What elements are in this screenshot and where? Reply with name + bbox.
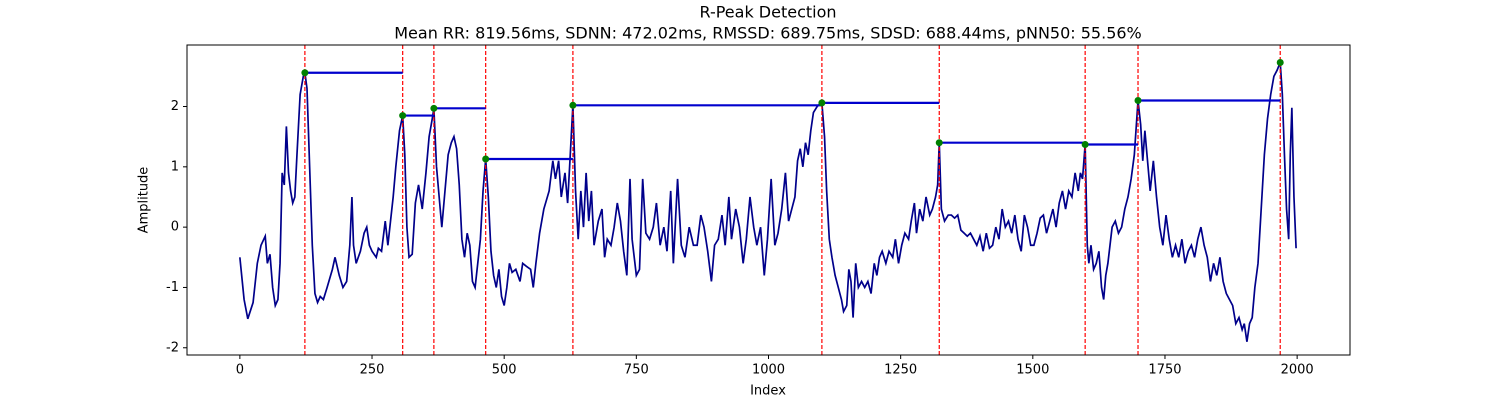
chart-title: R-Peak Detection: [699, 3, 836, 22]
x-tick-label: 1250: [884, 363, 917, 378]
plot-area: [239, 45, 1297, 355]
x-tick-label: 750: [624, 363, 649, 378]
y-axis-label: Amplitude: [137, 167, 152, 234]
y-tick-label: 2: [171, 99, 179, 114]
peak-point: [1276, 58, 1284, 66]
peak-point: [301, 69, 309, 77]
peak-point: [1081, 141, 1089, 149]
peak-point: [569, 101, 577, 109]
peak-point: [818, 99, 826, 107]
peak-point: [430, 104, 438, 112]
x-tick-label: 1750: [1148, 363, 1181, 378]
x-axis-label: Index: [750, 384, 786, 399]
signal-line: [239, 62, 1297, 342]
x-tick-label: 1500: [1016, 363, 1049, 378]
chart-subtitle: Mean RR: 819.56ms, SDNN: 472.02ms, RMSSD…: [394, 24, 1142, 43]
x-tick-label: 500: [492, 363, 517, 378]
x-tick-label: 250: [360, 363, 385, 378]
y-tick-label: -2: [166, 340, 179, 355]
peak-point: [935, 139, 943, 147]
x-tick-label: 1000: [752, 363, 785, 378]
peak-point: [399, 112, 407, 120]
x-tick-label: 0: [236, 363, 244, 378]
peak-point: [1134, 96, 1142, 104]
axes-frame: [186, 44, 1351, 356]
y-tick-label: -1: [166, 280, 179, 295]
y-tick-label: 0: [171, 220, 179, 235]
y-tick-label: 1: [171, 159, 179, 174]
x-tick-label: 2000: [1281, 363, 1314, 378]
peak-point: [482, 155, 490, 163]
